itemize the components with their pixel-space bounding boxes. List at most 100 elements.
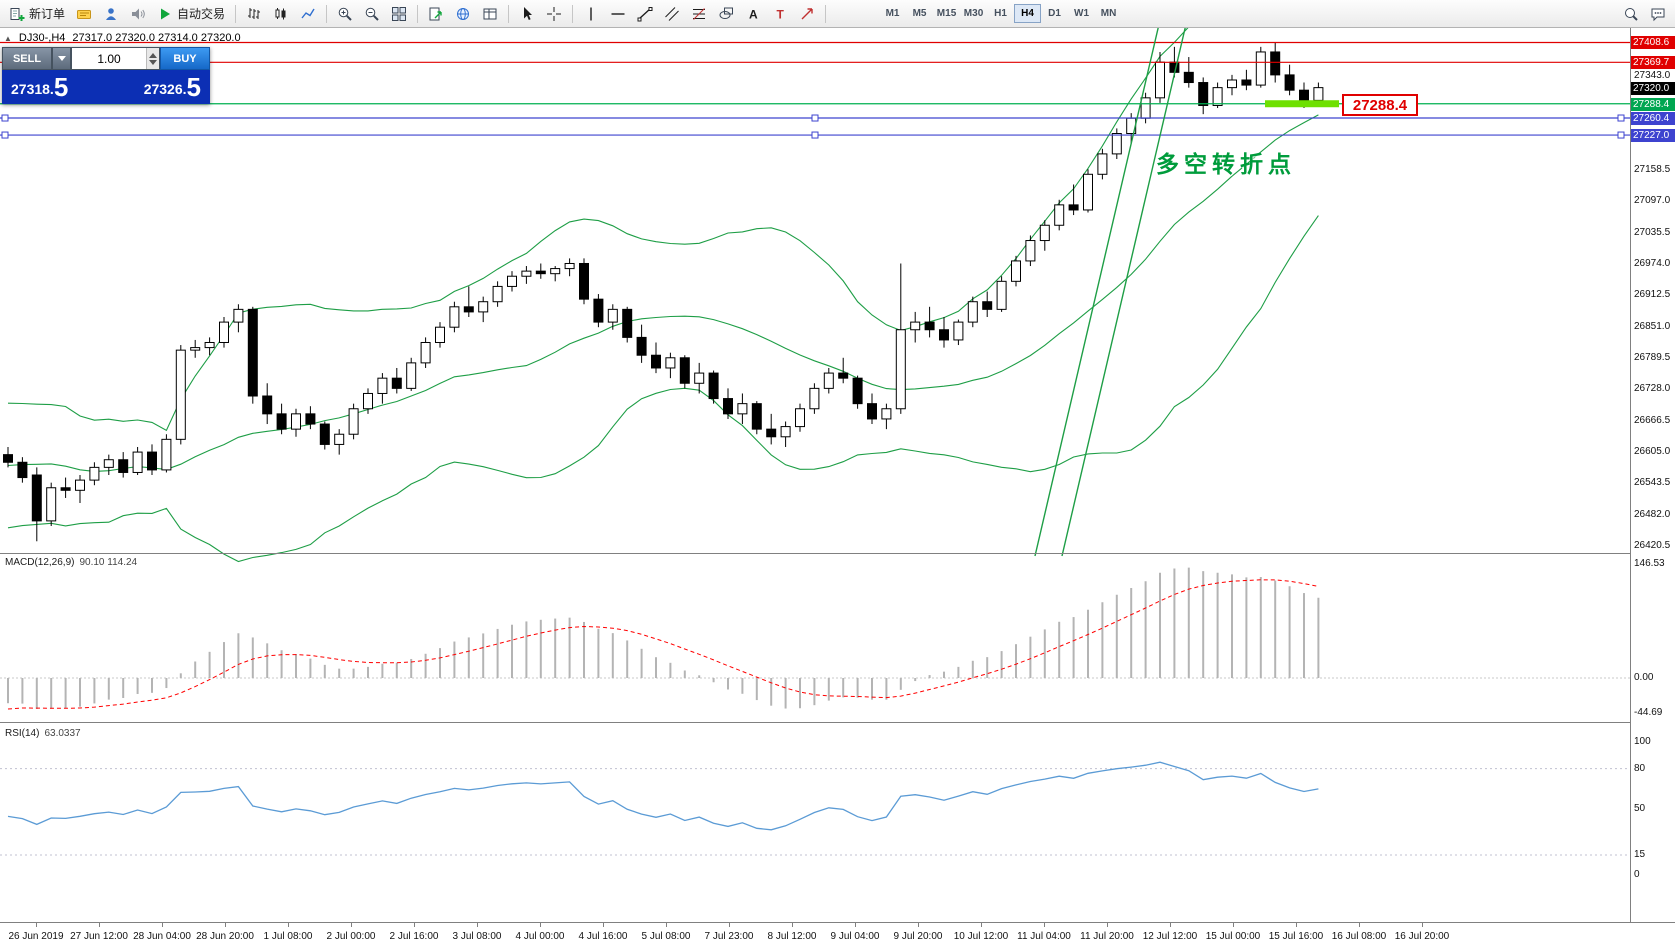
timeframe-d1-button[interactable]: D1 bbox=[1048, 8, 1061, 19]
equidistant-channel-icon bbox=[665, 6, 679, 21]
macd-axis-tick: -44.69 bbox=[1634, 706, 1663, 718]
time-axis-tick bbox=[729, 923, 730, 927]
trade-history-button[interactable] bbox=[71, 2, 97, 26]
trendline-tool-button[interactable] bbox=[632, 2, 658, 26]
timeframe-h4-button[interactable]: H4 bbox=[1014, 4, 1042, 23]
arrows-tool-button[interactable] bbox=[794, 2, 820, 26]
tile-windows-button[interactable] bbox=[386, 2, 412, 26]
arrows-tool-icon bbox=[801, 7, 813, 19]
time-axis-label: 7 Jul 23:00 bbox=[704, 931, 754, 942]
chat-button[interactable] bbox=[1645, 2, 1671, 26]
time-axis[interactable]: 26 Jun 2019 27 Jun 12:00 28 Jun 04:00 28 Ju… bbox=[0, 922, 1675, 950]
vertical-line-icon bbox=[590, 7, 592, 20]
sell-price-big-digit: 5 bbox=[53, 72, 69, 102]
buy-price[interactable]: 27326. 5 bbox=[144, 74, 201, 100]
chart-canvas[interactable] bbox=[0, 28, 1675, 922]
time-axis-label: 2 Jul 16:00 bbox=[389, 931, 439, 942]
price-axis-tick: 26666.5 bbox=[1634, 414, 1671, 426]
time-axis-tick bbox=[351, 923, 352, 927]
time-axis-tick bbox=[981, 923, 982, 927]
toolbar-separator bbox=[508, 4, 510, 23]
zoom-out-button[interactable] bbox=[359, 2, 385, 26]
volume-input[interactable] bbox=[72, 48, 146, 69]
new-chart-button[interactable] bbox=[423, 2, 449, 26]
sounds-button[interactable] bbox=[125, 2, 151, 26]
price-axis-marker: 27288.4 bbox=[1631, 97, 1675, 111]
sell-price-main: 27318. bbox=[11, 81, 54, 97]
search-icon bbox=[1625, 7, 1638, 21]
zoom-out-icon bbox=[365, 7, 379, 21]
timeframe-m15-button[interactable]: M15 bbox=[936, 8, 957, 19]
svg-text:T: T bbox=[777, 7, 785, 21]
price-axis-tick: 26605.0 bbox=[1634, 446, 1671, 458]
timeframe-m30-button[interactable]: M30 bbox=[963, 8, 984, 19]
horizontal-line-tool-button[interactable] bbox=[605, 2, 631, 26]
timeframe-m5-button[interactable]: M5 bbox=[912, 8, 927, 19]
time-axis-tick bbox=[162, 923, 163, 927]
cursor-tool-button[interactable] bbox=[514, 2, 540, 26]
timeframe-h1-button[interactable]: H1 bbox=[994, 8, 1007, 19]
macd-indicator-label: MACD(12,26,9) 90.10 114.24 bbox=[5, 557, 137, 568]
volume-dropdown-button[interactable] bbox=[52, 47, 71, 70]
time-axis-label: 15 Jul 00:00 bbox=[1205, 931, 1261, 942]
bar-chart-button[interactable] bbox=[241, 2, 267, 26]
price-axis-tick: 26420.5 bbox=[1634, 540, 1671, 552]
label-tool-button[interactable]: T bbox=[767, 2, 793, 26]
time-axis-tick bbox=[99, 923, 100, 927]
rsi-axis-tick: 0 bbox=[1634, 869, 1640, 880]
price-axis-marker: 27320.0 bbox=[1631, 81, 1675, 95]
rsi-name: RSI(14) bbox=[5, 728, 40, 739]
price-axis-marker: 27260.4 bbox=[1631, 112, 1675, 125]
sell-price[interactable]: 27318. 5 bbox=[11, 74, 68, 100]
symbol-list-button[interactable] bbox=[450, 2, 476, 26]
timeframe-mn-button[interactable]: MN bbox=[1100, 8, 1117, 19]
buy-button[interactable]: BUY bbox=[160, 47, 210, 70]
rsi-value: 63.0337 bbox=[44, 728, 81, 739]
fibonacci-tool-button[interactable] bbox=[686, 2, 712, 26]
timeframe-w1-button[interactable]: W1 bbox=[1074, 8, 1090, 19]
toolbar-separator bbox=[235, 4, 237, 23]
text-tool-button[interactable]: A bbox=[740, 2, 766, 26]
zoom-in-button[interactable] bbox=[332, 2, 358, 26]
timeframe-m1-button[interactable]: M1 bbox=[885, 8, 900, 19]
time-axis-label: 16 Jul 20:00 bbox=[1394, 931, 1450, 942]
time-axis-label: 11 Jul 20:00 bbox=[1080, 931, 1134, 942]
autotrading-button[interactable]: 自动交易 bbox=[152, 2, 230, 26]
time-axis-tick bbox=[36, 923, 37, 927]
crosshair-tool-button[interactable] bbox=[541, 2, 567, 26]
price-axis[interactable]: 27343.0 27158.5 27097.0 27035.5 26974.0 26912… bbox=[1631, 28, 1675, 922]
speaker-icon bbox=[132, 8, 145, 19]
price-callout-label[interactable]: 27288.4 bbox=[1342, 94, 1418, 116]
line-chart-button[interactable] bbox=[295, 2, 321, 26]
data-window-icon bbox=[483, 8, 497, 19]
volume-field bbox=[71, 47, 160, 70]
horizontal-line-icon bbox=[611, 12, 625, 15]
chart-window: ▲ DJ30-,H4 27317.0 27320.0 27314.0 27320… bbox=[0, 28, 1675, 950]
new-order-button[interactable]: 新订单 bbox=[4, 2, 70, 26]
zoom-in-icon bbox=[338, 7, 352, 21]
volume-decrease-button[interactable] bbox=[149, 59, 157, 65]
macd-axis-tick: 0.00 bbox=[1634, 672, 1654, 683]
candlestick-chart-button[interactable] bbox=[268, 2, 294, 26]
collapse-panel-arrow-icon[interactable]: ▲ bbox=[4, 33, 12, 43]
trendline-icon bbox=[637, 6, 653, 21]
time-axis-label: 16 Jul 08:00 bbox=[1331, 931, 1387, 942]
buy-price-big-digit: 5 bbox=[186, 72, 201, 102]
data-window-button[interactable] bbox=[477, 2, 503, 26]
time-axis-label: 28 Jun 04:00 bbox=[133, 931, 191, 942]
channel-tool-button[interactable] bbox=[659, 2, 685, 26]
vertical-line-tool-button[interactable] bbox=[578, 2, 604, 26]
volume-spinner bbox=[146, 48, 159, 69]
tile-windows-icon bbox=[392, 6, 407, 21]
search-button[interactable] bbox=[1618, 2, 1644, 26]
sell-button[interactable]: SELL bbox=[2, 47, 52, 70]
chart-text-annotation[interactable]: 多空转折点 bbox=[1156, 151, 1296, 177]
bar-chart-icon bbox=[248, 7, 261, 19]
autotrading-play-icon bbox=[161, 8, 171, 19]
toolbar-separator bbox=[326, 4, 328, 23]
shapes-tool-button[interactable] bbox=[713, 2, 739, 26]
toolbar-separator bbox=[417, 4, 419, 23]
volume-increase-button[interactable] bbox=[149, 52, 157, 58]
community-button[interactable] bbox=[98, 2, 124, 26]
time-axis-tick bbox=[855, 923, 856, 927]
